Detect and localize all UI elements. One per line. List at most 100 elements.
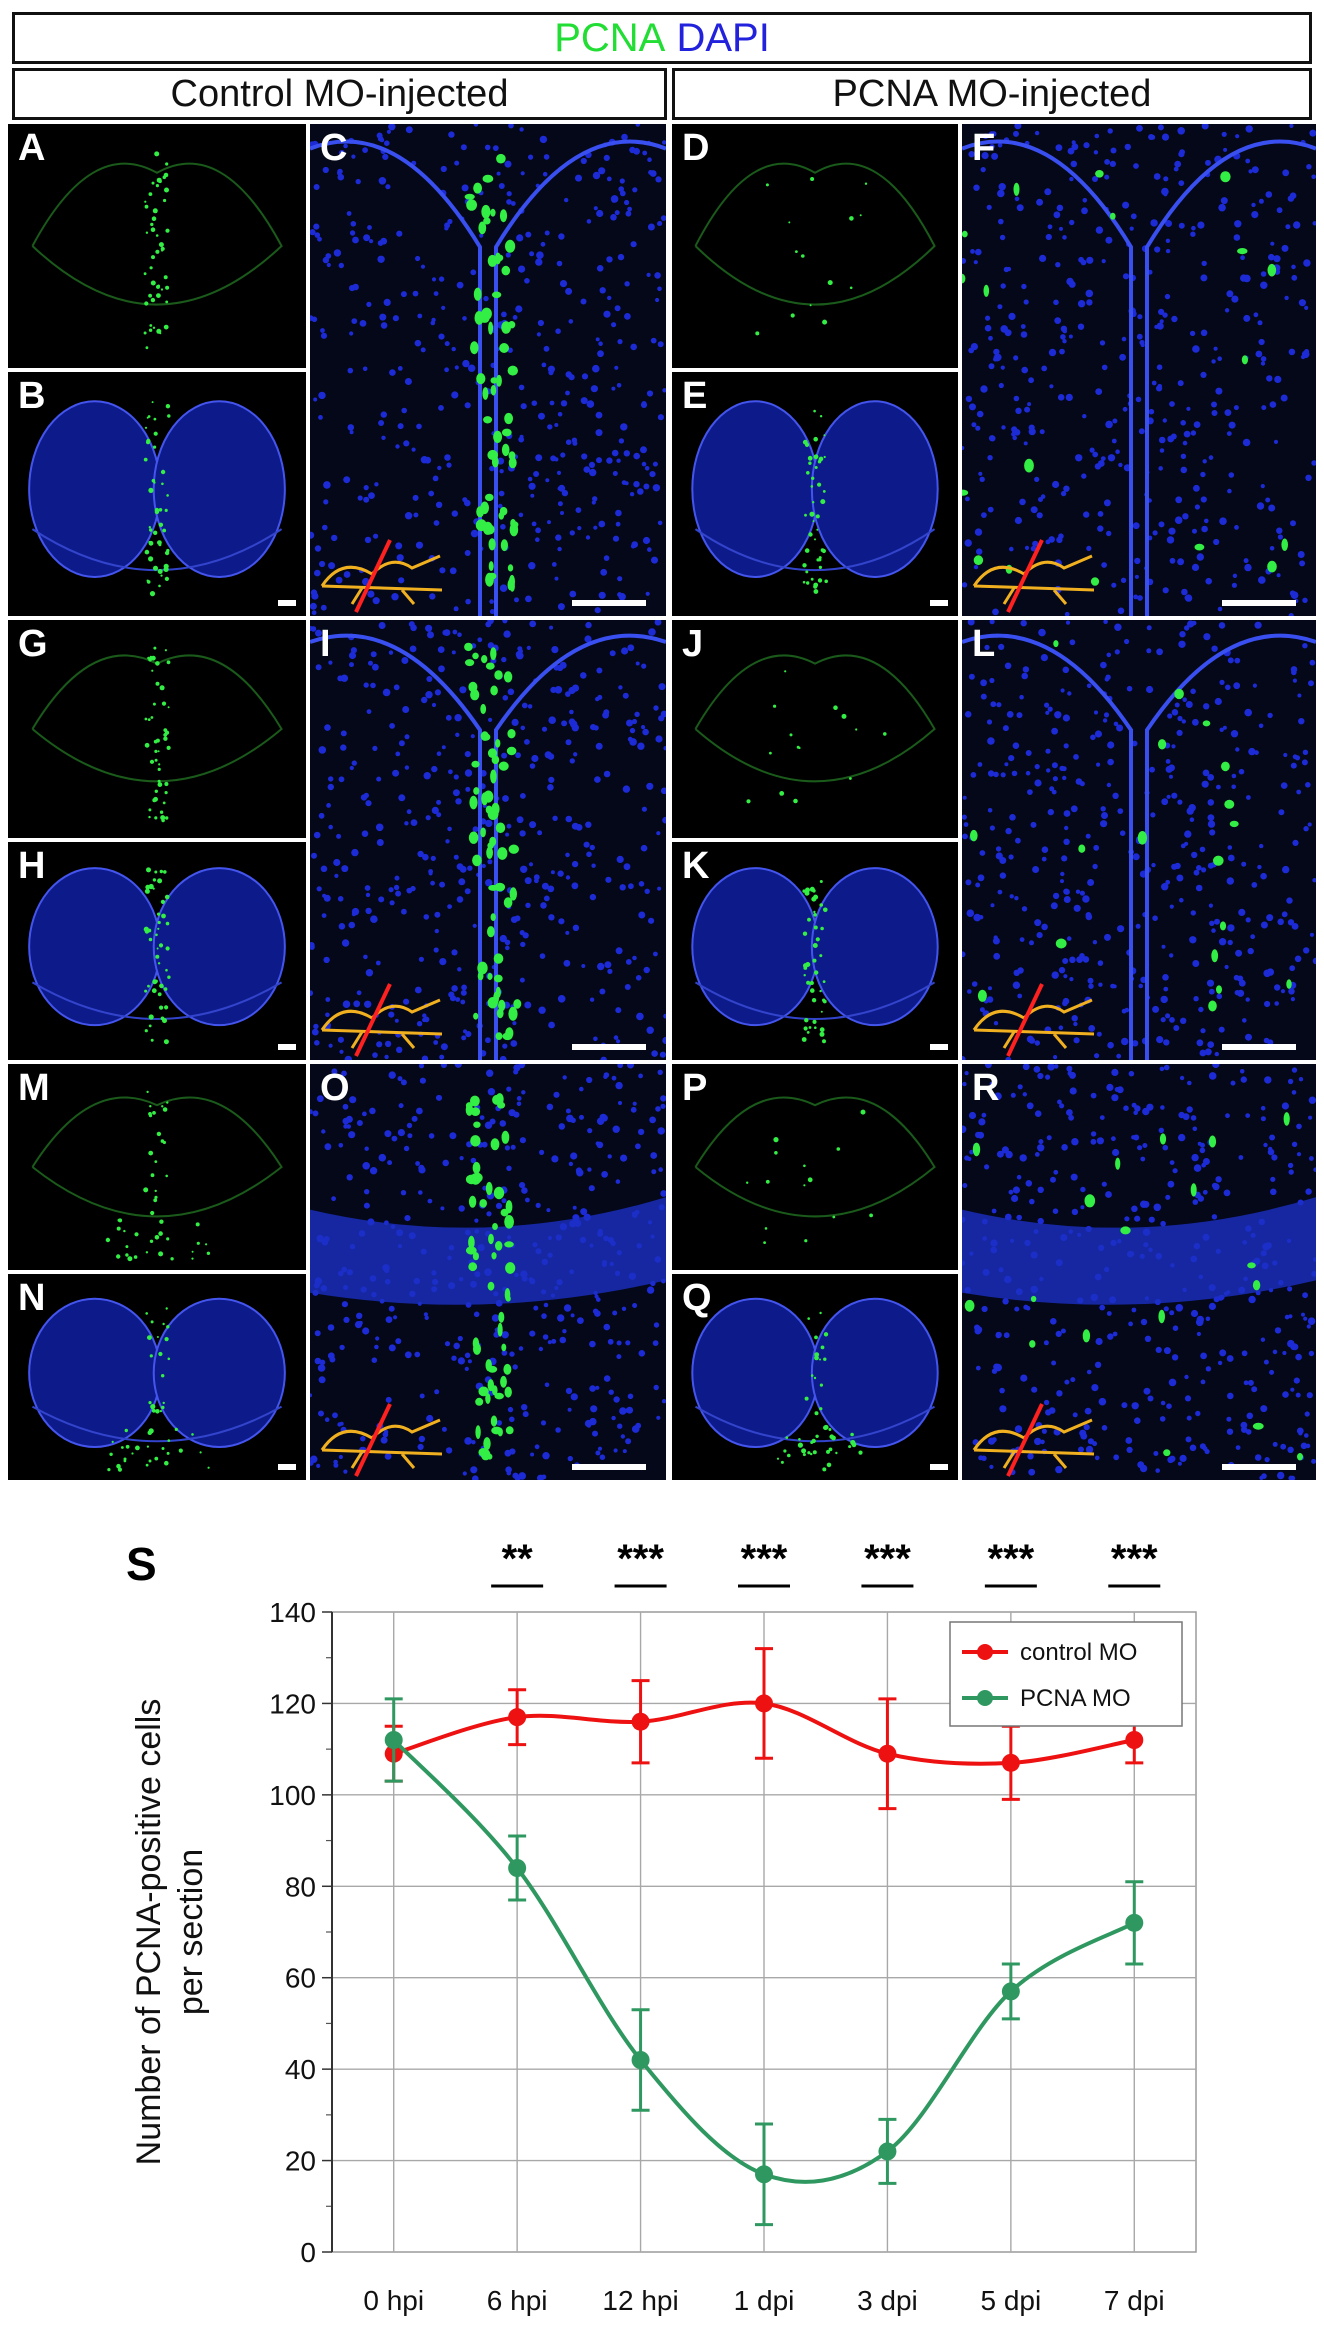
dapi-nucleus — [1241, 861, 1247, 867]
section-plane-line — [1006, 539, 1044, 613]
pcna-cell — [165, 228, 170, 233]
dapi-nucleus — [447, 218, 453, 225]
dapi-nucleus — [1084, 1407, 1092, 1415]
dapi-nucleus — [1021, 672, 1028, 680]
dapi-nucleus — [508, 1109, 516, 1117]
dapi-nucleus — [1292, 839, 1299, 846]
dapi-nucleus — [1060, 490, 1067, 497]
dapi-nucleus — [537, 830, 543, 836]
pcna-cell — [492, 1385, 498, 1396]
pcna-cell — [823, 1332, 829, 1337]
dapi-nucleus — [1178, 180, 1185, 186]
dapi-nucleus — [979, 1007, 985, 1013]
pcna-cell — [505, 1027, 514, 1039]
dapi-nucleus — [422, 1017, 427, 1023]
panel-letter: N — [18, 1277, 46, 1319]
dapi-nucleus — [998, 218, 1004, 225]
dapi-nucleus — [1155, 1346, 1162, 1353]
dapi-nucleus — [453, 854, 459, 860]
pcna-cell — [148, 815, 151, 819]
dapi-nucleus — [1263, 1359, 1269, 1365]
dapi-nucleus — [993, 1363, 1000, 1371]
dapi-nucleus — [1156, 648, 1163, 656]
dapi-nucleus — [343, 476, 351, 484]
dapi-nucleus — [343, 571, 351, 578]
dapi-nucleus — [1213, 346, 1218, 351]
dapi-nucleus — [502, 695, 509, 701]
dapi-nucleus — [616, 855, 624, 863]
dapi-nucleus — [481, 1141, 488, 1148]
dapi-nucleus — [431, 277, 437, 282]
dapi-nucleus — [614, 210, 620, 216]
dapi-nucleus — [1238, 768, 1245, 775]
pcna-cell — [158, 943, 164, 948]
dapi-nucleus — [1171, 744, 1176, 749]
dapi-nucleus — [430, 855, 436, 861]
pcna-cell — [503, 897, 513, 908]
dapi-nucleus — [1290, 1343, 1298, 1351]
dapi-nucleus — [655, 297, 660, 303]
dapi-nucleus — [1204, 1448, 1210, 1455]
dapi-nucleus — [313, 1023, 319, 1030]
dapi-nucleus — [1276, 207, 1283, 214]
dapi-nucleus — [1107, 1333, 1114, 1340]
dapi-nucleus — [1291, 264, 1296, 270]
dapi-nucleus — [586, 219, 592, 224]
dapi-nucleus — [1099, 1115, 1105, 1120]
pcna-cell — [746, 1181, 749, 1184]
dapi-nucleus — [1002, 1298, 1009, 1305]
dapi-nucleus — [1055, 262, 1061, 268]
dapi-nucleus — [1152, 530, 1158, 536]
dapi-nucleus — [1169, 1160, 1175, 1165]
dapi-nucleus — [1087, 879, 1095, 886]
dapi-nucleus — [1205, 1316, 1211, 1322]
dapi-nucleus — [1105, 674, 1111, 680]
dapi-nucleus — [1105, 236, 1113, 244]
pcna-cell — [146, 440, 150, 445]
dapi-nucleus — [362, 366, 368, 372]
dapi-nucleus — [1027, 789, 1033, 795]
dapi-nucleus — [1168, 527, 1176, 535]
scale-bar — [572, 1464, 646, 1470]
pcna-cell — [191, 1257, 194, 1260]
pcna-cell — [134, 1232, 139, 1237]
dapi-nucleus — [328, 1043, 333, 1048]
dapi-nucleus — [1014, 196, 1020, 202]
dapi-nucleus — [1224, 964, 1229, 970]
dapi-nucleus — [1097, 511, 1104, 517]
dapi-nucleus — [337, 168, 343, 175]
pcna-cell — [485, 493, 494, 502]
dapi-nucleus — [636, 1012, 644, 1021]
pcna-cell — [155, 1409, 160, 1414]
dapi-nucleus — [1211, 410, 1218, 416]
dapi-nucleus — [560, 400, 568, 407]
data-point — [755, 2165, 773, 2184]
dapi-nucleus — [351, 848, 359, 857]
pcna-cell — [481, 655, 488, 664]
dapi-nucleus — [1302, 643, 1308, 649]
dapi-nucleus — [592, 496, 598, 502]
pcna-cell — [161, 249, 164, 252]
dapi-nucleus — [1078, 1446, 1084, 1453]
dapi-nucleus — [1202, 1189, 1208, 1195]
dapi-nucleus — [400, 1079, 407, 1086]
pcna-cell — [150, 1210, 155, 1216]
pcna-cell — [820, 1010, 823, 1013]
dapi-nucleus — [1034, 1152, 1040, 1157]
dapi-nucleus — [1009, 894, 1014, 899]
dapi-nucleus — [1131, 1205, 1138, 1213]
dapi-nucleus — [1227, 488, 1232, 494]
dapi-nucleus — [1185, 701, 1193, 708]
pcna-cell — [148, 657, 152, 662]
dapi-nucleus — [1095, 1337, 1103, 1346]
pcna-cell — [166, 745, 171, 750]
dapi-nucleus — [1231, 784, 1236, 790]
dapi-nucleus — [1261, 1473, 1267, 1479]
dapi-nucleus — [1071, 1208, 1079, 1216]
dapi-nucleus — [1207, 774, 1215, 781]
dapi-nucleus — [341, 939, 350, 947]
dapi-nucleus — [1230, 1080, 1236, 1086]
dapi-nucleus — [310, 1455, 318, 1463]
dapi-nucleus — [1104, 174, 1110, 180]
dapi-nucleus — [1038, 628, 1046, 637]
